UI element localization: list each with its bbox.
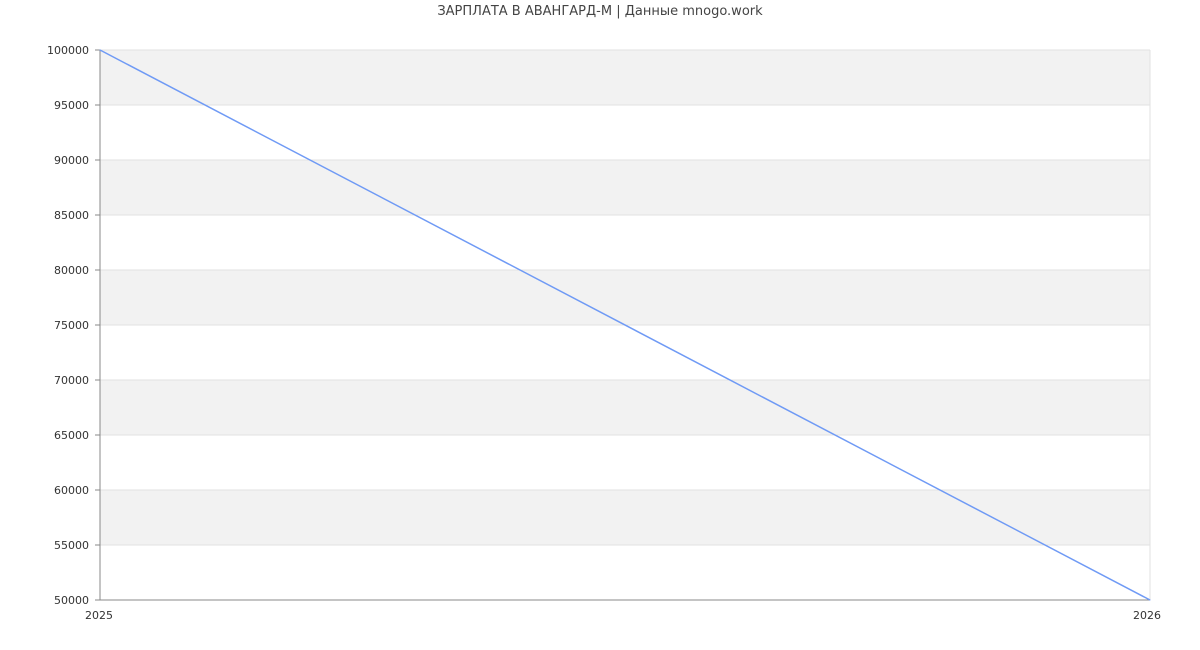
grid-band	[100, 160, 1150, 215]
y-tick-label: 100000	[47, 44, 89, 57]
y-tick-label: 55000	[54, 539, 89, 552]
y-tick-label: 85000	[54, 209, 89, 222]
series-line	[99, 49, 1151, 601]
grid-band	[100, 270, 1150, 325]
chart-title: ЗАРПЛАТА В АВАНГАРД-М | Данные mnogo.wor…	[437, 4, 763, 19]
y-tick-label: 65000	[54, 429, 89, 442]
x-tick-label: 2026	[1133, 609, 1161, 622]
y-tick-label: 60000	[54, 484, 89, 497]
x-tick-label: 2025	[85, 609, 113, 622]
y-tick-label: 95000	[54, 99, 89, 112]
y-tick-label: 80000	[54, 264, 89, 277]
y-tick-label: 90000	[54, 154, 89, 167]
grid-band	[100, 380, 1150, 435]
y-tick-label: 70000	[54, 374, 89, 387]
data-point	[1149, 599, 1151, 601]
y-tick-label: 50000	[54, 594, 89, 607]
y-tick-label: 75000	[54, 319, 89, 332]
grid-band	[100, 50, 1150, 105]
grid-band	[100, 490, 1150, 545]
data-point	[99, 49, 101, 51]
